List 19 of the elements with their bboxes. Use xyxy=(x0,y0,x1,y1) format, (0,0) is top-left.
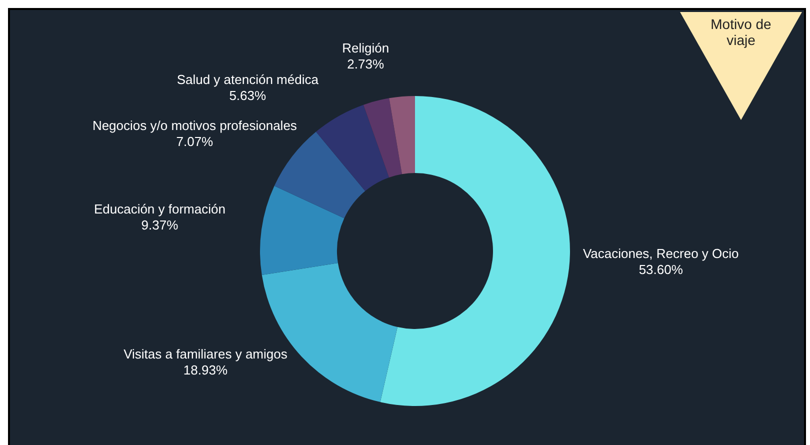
donut-slice xyxy=(260,186,344,275)
donut-slice xyxy=(363,98,402,178)
slice-label: Religión xyxy=(342,40,390,56)
slice-label: Negocios y/o motivos profesionales xyxy=(92,118,298,134)
slice-label: Educación y formación xyxy=(94,201,226,216)
data-label: 18.93% xyxy=(183,362,228,378)
slice-label: Vacaciones, Recreo y Ocio xyxy=(582,246,739,261)
data-label: 5.63% xyxy=(229,88,267,104)
chart-title: Motivo de viaje xyxy=(710,16,772,48)
donut-slice xyxy=(380,96,570,406)
donut-slice xyxy=(274,132,366,218)
data-label: 7.07% xyxy=(176,134,214,150)
data-label: 53.60% xyxy=(638,262,684,277)
slice-label: Visitas a familiares y amigos xyxy=(124,346,288,362)
data-label: 9.37% xyxy=(141,217,179,232)
donut-slice xyxy=(316,104,390,191)
donut-slice xyxy=(389,96,415,174)
data-label: 2.73% xyxy=(347,56,384,72)
slice-label: Salud y atención médica xyxy=(176,72,320,88)
